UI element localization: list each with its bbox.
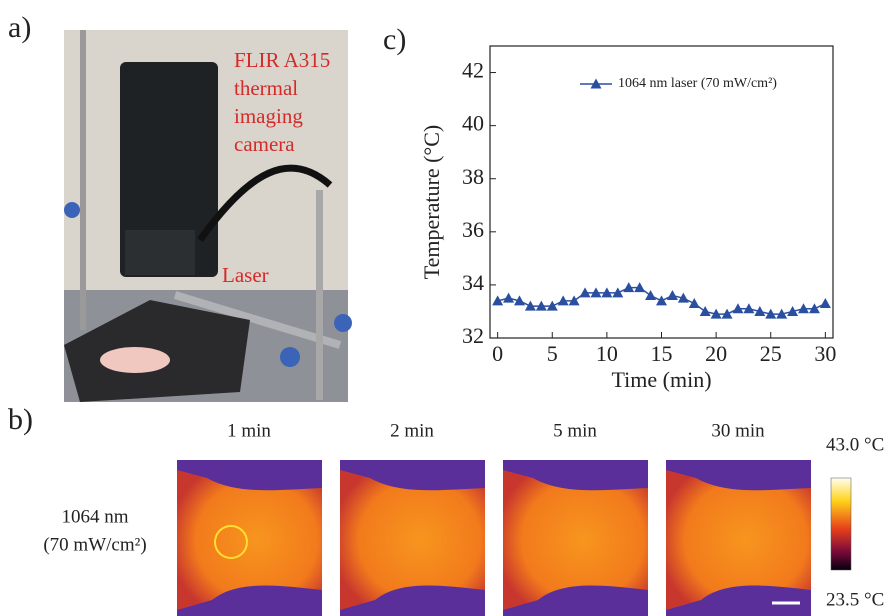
panel-label: b): [8, 403, 33, 436]
roi-circle: [214, 525, 248, 559]
marker: [612, 287, 624, 298]
x-tick-label: 5: [547, 341, 558, 366]
y-tick-label: 34: [462, 270, 484, 295]
x-tick-label: 10: [596, 341, 618, 366]
time-label: 30 min: [711, 420, 765, 441]
y-tick-label: 42: [462, 58, 484, 83]
thermal-body: [666, 470, 811, 610]
photo: [64, 30, 352, 402]
annotation: camera: [234, 132, 295, 156]
marker: [808, 303, 820, 314]
legend-marker: [590, 78, 602, 89]
x-tick-label: 15: [651, 341, 673, 366]
marker: [623, 282, 635, 293]
marker: [503, 292, 515, 303]
y-tick-label: 38: [462, 164, 484, 189]
marker: [568, 295, 580, 306]
y-tick-label: 32: [462, 323, 484, 348]
marker: [546, 300, 558, 311]
time-label: 5 min: [553, 420, 597, 441]
marker: [579, 287, 591, 298]
marker: [710, 308, 722, 319]
annotation: FLIR A315: [234, 48, 330, 72]
marker: [535, 300, 547, 311]
legend-label: 1064 nm laser (70 mW/cm²): [618, 76, 777, 91]
condition: (70 mW/cm²): [43, 534, 146, 555]
time-label: 2 min: [390, 420, 434, 441]
thermal-body: [340, 470, 485, 610]
panel-label: c): [383, 23, 406, 56]
scale-max: 43.0 °C: [826, 434, 884, 455]
y-tick-label: 36: [462, 217, 484, 242]
marker: [524, 300, 536, 311]
x-tick-label: 20: [705, 341, 727, 366]
marker: [677, 292, 689, 303]
x-tick-label: 25: [760, 341, 782, 366]
marker: [656, 295, 667, 306]
panel-label: a): [8, 11, 31, 44]
scale-min: 23.5 °C: [826, 589, 884, 610]
marker: [732, 303, 744, 314]
marker: [688, 297, 700, 308]
marker: [787, 305, 799, 316]
thermal-body: [503, 470, 648, 610]
marker: [601, 287, 613, 298]
thermal-images: [177, 460, 811, 616]
marker: [798, 303, 810, 314]
x-tick-label: 0: [492, 341, 503, 366]
marker: [634, 282, 646, 293]
marker: [721, 308, 733, 319]
annotation: thermal: [234, 76, 298, 100]
time-label: 1 min: [227, 420, 271, 441]
marker: [557, 295, 569, 306]
y-axis-label: Temperature (°C): [419, 125, 444, 279]
chart: 32 34 36 38 40 42 0 5 10 15 20 25 30 Time (min) Temper…: [419, 45, 836, 392]
marker: [513, 295, 525, 306]
annotation: Laser: [222, 263, 269, 287]
marker: [765, 308, 777, 319]
annotation: imaging: [234, 104, 303, 128]
thermal-body: [177, 470, 322, 610]
y-tick-label: 40: [462, 111, 484, 136]
marker: [754, 305, 766, 316]
marker: [492, 295, 504, 306]
colorbar: [830, 477, 852, 571]
condition: 1064 nm: [61, 506, 128, 527]
x-axis-label: Time (min): [611, 367, 711, 392]
marker: [743, 303, 755, 314]
marker: [699, 305, 711, 316]
marker: [819, 297, 831, 308]
marker: [645, 290, 657, 301]
marker: [666, 290, 678, 301]
marker: [776, 308, 788, 319]
marker: [590, 287, 602, 298]
x-tick-label: 30: [814, 341, 836, 366]
